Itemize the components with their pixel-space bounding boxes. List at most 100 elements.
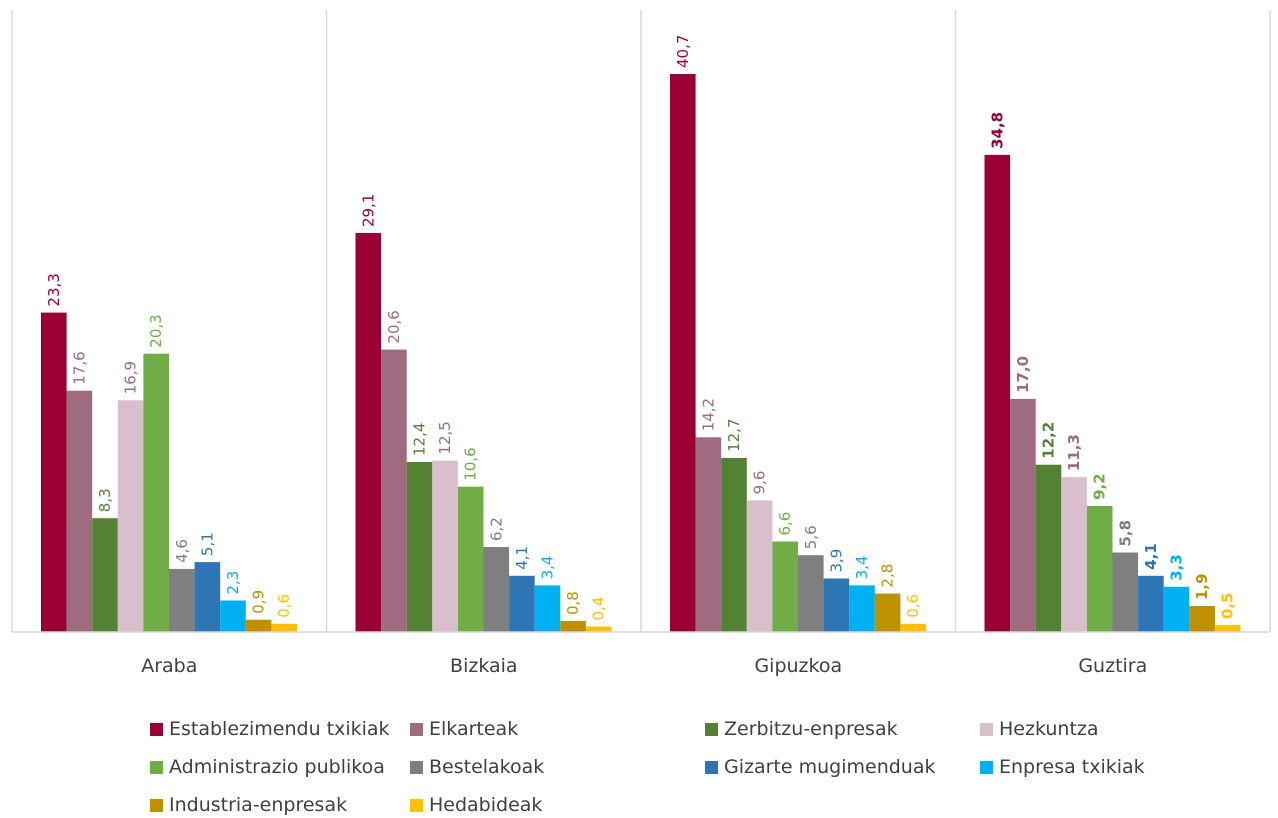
- value-label: 0,8: [564, 591, 582, 615]
- legend-swatch: [410, 798, 423, 812]
- bar: [406, 462, 433, 632]
- bar: [92, 518, 118, 632]
- bar: [560, 621, 586, 632]
- legend-item: Establezimendu txikiak: [150, 718, 390, 740]
- legend-swatch: [150, 760, 163, 774]
- value-label: 12,2: [1040, 422, 1058, 459]
- bar: [1214, 625, 1241, 632]
- bar: [245, 619, 272, 632]
- value-label: 8,3: [96, 488, 114, 512]
- value-label: 12,5: [436, 421, 454, 454]
- legend-label: Hezkuntza: [999, 718, 1099, 740]
- category-separators: [11, 10, 1271, 632]
- value-labels-group: 23,3 17,6 8,3 16,9 20,3 4,6 5,1 2,3 0,9 0,6 29,1 20…: [45, 35, 1237, 621]
- value-label: 17,0: [1014, 356, 1032, 393]
- value-label: 34,8: [988, 112, 1006, 149]
- legend-item: Gizarte mugimenduak: [705, 756, 936, 778]
- value-label: 23,3: [45, 273, 63, 306]
- legend-label: Zerbitzu-enpresak: [724, 718, 898, 740]
- value-label: 3,4: [539, 556, 557, 580]
- value-label: 17,6: [70, 351, 88, 384]
- bar: [721, 457, 747, 632]
- value-label: 0,9: [250, 590, 268, 614]
- bar: [1163, 586, 1190, 632]
- value-label: 3,4: [853, 556, 871, 580]
- category-label: Bizkaia: [450, 655, 518, 677]
- bar: [823, 578, 850, 632]
- value-label: 10,6: [462, 447, 480, 480]
- value-label: 5,6: [802, 525, 820, 549]
- value-label: 14,2: [699, 398, 717, 431]
- value-label: 4,1: [1142, 543, 1160, 570]
- legend-item: Zerbitzu-enpresak: [705, 718, 898, 740]
- bar: [117, 400, 144, 632]
- legend-label: Bestelakoak: [429, 756, 545, 778]
- bar: [1086, 505, 1113, 632]
- legend-swatch: [980, 760, 993, 774]
- value-label: 2,3: [224, 571, 242, 595]
- value-label: 5,1: [198, 532, 216, 556]
- value-label: 20,3: [147, 314, 165, 347]
- value-label: 12,7: [725, 418, 743, 451]
- category-label: Gipuzkoa: [754, 655, 842, 677]
- bar: [355, 233, 382, 632]
- bar: [143, 353, 169, 632]
- legend-swatch: [410, 722, 423, 736]
- bar: [41, 312, 67, 632]
- legend-swatch: [705, 722, 718, 736]
- value-label: 6,6: [776, 512, 794, 536]
- value-label: 20,6: [385, 310, 403, 343]
- value-label: 5,8: [1116, 520, 1134, 547]
- bar: [1061, 477, 1087, 632]
- bar: [169, 568, 195, 632]
- bar: [695, 437, 722, 632]
- value-label: 1,9: [1193, 573, 1211, 600]
- value-label: 6,2: [487, 517, 505, 541]
- category-label: Guztira: [1078, 655, 1147, 677]
- bar: [849, 585, 875, 632]
- value-label: 16,9: [122, 361, 140, 394]
- category-label: Araba: [141, 655, 197, 677]
- value-label: 0,5: [1219, 593, 1237, 620]
- legend-label: Enpresa txikiak: [999, 756, 1145, 778]
- bar: [220, 600, 246, 632]
- legend-swatch: [150, 798, 163, 812]
- bar: [798, 555, 824, 632]
- value-label: 0,6: [904, 594, 922, 618]
- category-labels-group: Araba Bizkaia Gipuzkoa Guztira: [141, 655, 1147, 677]
- bar: [1010, 398, 1036, 632]
- bar: [874, 593, 901, 632]
- bar: [483, 547, 510, 632]
- value-label: 2,8: [879, 564, 897, 588]
- bar: [66, 390, 93, 632]
- bar: [1035, 464, 1062, 632]
- value-label: 3,3: [1168, 554, 1186, 581]
- bar: [984, 154, 1011, 632]
- legend-item: Enpresa txikiak: [980, 756, 1145, 778]
- legend-label: Elkarteak: [429, 718, 519, 740]
- bar: [1189, 606, 1215, 632]
- bar: [381, 349, 407, 632]
- legend-label: Administrazio publikoa: [169, 756, 385, 778]
- legend-swatch: [410, 760, 423, 774]
- bar: [670, 74, 696, 632]
- legend-label: Hedabideak: [429, 794, 543, 816]
- bar: [1112, 552, 1139, 632]
- value-label: 12,4: [411, 423, 429, 456]
- legend-item: Bestelakoak: [410, 756, 544, 778]
- legend-item: Elkarteak: [410, 718, 518, 740]
- value-label: 29,1: [359, 194, 377, 227]
- value-label: 4,6: [173, 539, 191, 563]
- value-label: 3,9: [827, 549, 845, 573]
- bar: [772, 541, 798, 632]
- legend-label: Gizarte mugimenduak: [724, 756, 936, 778]
- bar: [746, 500, 773, 632]
- bar: [457, 486, 484, 632]
- value-label: 0,6: [275, 594, 293, 618]
- legend-item: Administrazio publikoa: [150, 756, 385, 778]
- bar: [534, 585, 561, 632]
- legend-item: Hedabideak: [410, 794, 542, 816]
- bar: [900, 623, 926, 632]
- legend-item: Hezkuntza: [980, 718, 1099, 740]
